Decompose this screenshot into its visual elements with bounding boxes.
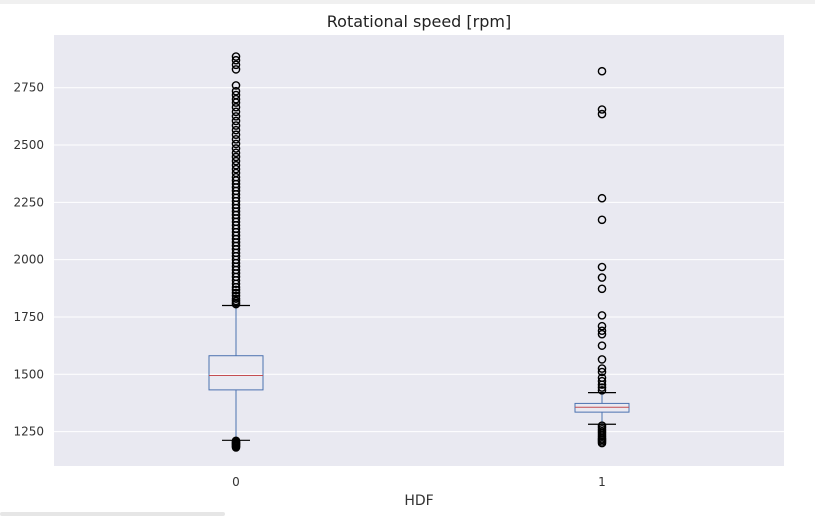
outlier-point: [231, 135, 241, 144]
outlier-point: [231, 52, 241, 61]
outlier-point: [597, 421, 607, 430]
outlier-point: [231, 144, 241, 153]
outlier-point: [597, 383, 607, 392]
outlier-point: [231, 130, 241, 140]
outlier-point: [597, 215, 607, 225]
outlier-point: [597, 329, 607, 339]
outlier-point: [231, 65, 241, 74]
outlier-point: [231, 116, 241, 126]
box-group-0: [208, 52, 264, 452]
grid-lines: [54, 87, 784, 433]
y-tick-label: 2500: [13, 138, 44, 152]
outlier-point: [597, 193, 607, 203]
outlier-point: [597, 66, 607, 76]
outlier-point: [231, 125, 241, 135]
box-group-1: [574, 66, 630, 448]
outlier-point: [597, 109, 607, 119]
outlier-point: [597, 326, 607, 336]
y-tick-label: 1500: [13, 367, 44, 381]
plot-area: [54, 35, 784, 466]
outlier-point: [231, 90, 241, 100]
tick-labels: 1250 1500 1750 2000 2250 2500 2750 0 1: [13, 81, 605, 489]
outlier-point: [231, 112, 241, 121]
outlier-point: [597, 105, 607, 114]
outlier-point: [597, 341, 607, 350]
box: [208, 355, 264, 391]
y-tick-label: 2750: [13, 81, 44, 95]
outlier-point: [231, 164, 241, 174]
outlier-point: [231, 288, 241, 298]
outlier-point: [231, 172, 241, 182]
outlier-point: [597, 376, 607, 386]
outlier-point: [231, 94, 241, 104]
outlier-point: [597, 321, 607, 331]
outlier-point: [231, 102, 241, 112]
horizontal-scrollbar[interactable]: [0, 512, 225, 516]
outlier-point: [597, 355, 607, 364]
outlier-point: [231, 294, 241, 303]
box-groups: [208, 52, 630, 452]
outlier-point: [231, 160, 241, 170]
outlier-point: [231, 55, 241, 65]
y-tick-label: 1250: [13, 425, 44, 439]
outlier-point: [597, 311, 607, 320]
chart-title: Rotational speed [rpm]: [327, 12, 511, 31]
outlier-point: [597, 284, 607, 294]
outlier-point: [231, 81, 241, 90]
outlier-point: [231, 139, 241, 149]
outlier-point: [231, 107, 241, 117]
x-axis-label: HDF: [404, 493, 433, 509]
outlier-point: [231, 285, 241, 295]
outlier-point: [597, 262, 607, 272]
outlier-point: [231, 121, 241, 130]
top-window-edge: [0, 0, 815, 4]
outlier-point: [597, 273, 607, 282]
y-tick-label: 1750: [13, 310, 44, 324]
outlier-point: [597, 373, 607, 383]
outlier-point: [231, 156, 241, 166]
x-tick-label: 0: [232, 475, 240, 489]
outlier-point: [597, 364, 607, 373]
outlier-point: [231, 291, 241, 301]
y-tick-label: 2000: [13, 253, 44, 267]
y-tick-label: 2250: [13, 195, 44, 209]
outlier-point: [231, 86, 241, 96]
outlier-point: [597, 386, 607, 395]
outlier-point: [231, 148, 241, 158]
outlier-point: [231, 152, 241, 162]
outlier-point: [597, 367, 607, 377]
outlier-point: [231, 436, 241, 446]
x-tick-label: 1: [598, 475, 606, 489]
outlier-point: [231, 60, 241, 70]
